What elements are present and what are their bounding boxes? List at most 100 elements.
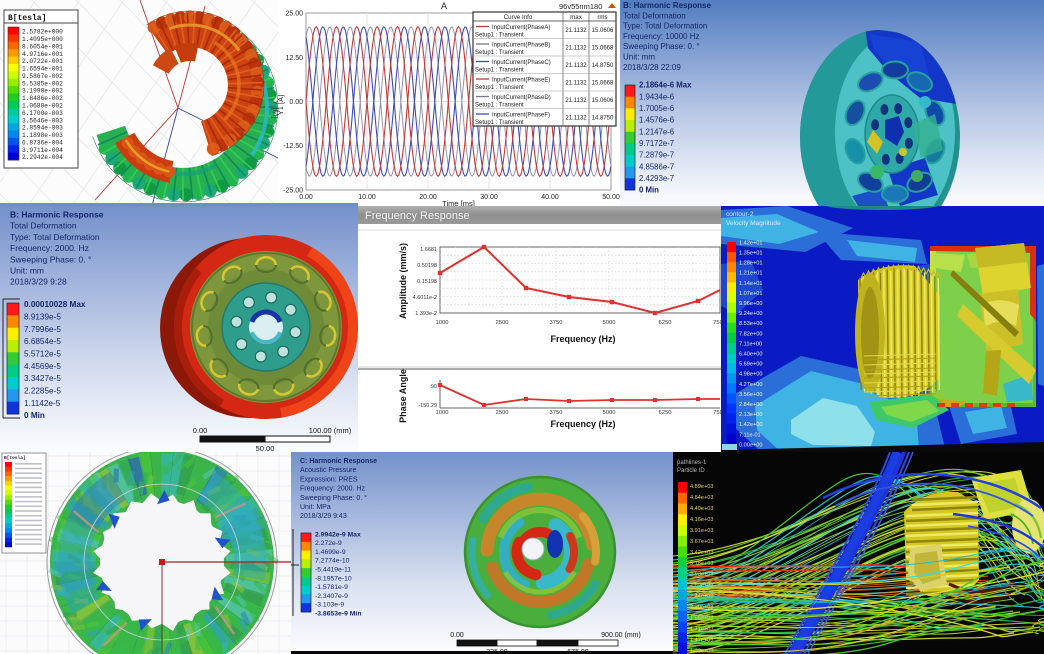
- svg-text:3.3427e-5: 3.3427e-5: [24, 374, 61, 383]
- svg-text:6250: 6250: [659, 320, 672, 326]
- svg-text:Setup1 : Transient: Setup1 : Transient: [475, 85, 524, 91]
- svg-text:contour-2: contour-2: [726, 211, 754, 218]
- svg-text:7.11e-01: 7.11e-01: [739, 432, 761, 438]
- svg-text:3750: 3750: [550, 320, 563, 326]
- svg-text:21.1132: 21.1132: [565, 63, 587, 69]
- svg-text:Particle ID: Particle ID: [677, 468, 705, 474]
- svg-text:1.47e+03: 1.47e+03: [690, 638, 714, 644]
- svg-text:2.93e+03: 2.93e+03: [690, 572, 714, 578]
- svg-text:0.15198: 0.15198: [417, 279, 437, 285]
- svg-text:max: max: [570, 14, 583, 21]
- svg-text:2018/3/29 9:43: 2018/3/29 9:43: [300, 513, 347, 520]
- svg-text:5000: 5000: [603, 320, 616, 326]
- svg-text:-5.4419e-11: -5.4419e-11: [315, 567, 351, 574]
- svg-text:5.5712e-5: 5.5712e-5: [24, 350, 61, 359]
- svg-text:Y1 [A]: Y1 [A]: [278, 95, 285, 115]
- svg-text:3.5646e-003: 3.5646e-003: [22, 117, 63, 124]
- svg-text:Frequency: 10000 Hz: Frequency: 10000 Hz: [623, 32, 700, 41]
- svg-text:2.2942e-004: 2.2942e-004: [22, 154, 63, 161]
- svg-text:1.22e+03: 1.22e+03: [690, 649, 714, 654]
- svg-text:2.13e+00: 2.13e+00: [739, 412, 763, 418]
- svg-text:1000: 1000: [436, 410, 449, 416]
- svg-text:0.00: 0.00: [193, 426, 208, 435]
- svg-text:Setup1 : Transient: Setup1 : Transient: [475, 33, 524, 39]
- svg-text:1.28e+01: 1.28e+01: [739, 261, 763, 267]
- svg-text:7.11e+00: 7.11e+00: [739, 341, 762, 347]
- svg-text:3.56e+00: 3.56e+00: [739, 392, 763, 398]
- svg-text:2.84e+00: 2.84e+00: [739, 402, 763, 408]
- svg-text:1.71e+03: 1.71e+03: [690, 627, 714, 633]
- svg-text:21.1132: 21.1132: [565, 46, 587, 52]
- svg-text:4.27e+00: 4.27e+00: [739, 382, 763, 388]
- svg-text:B: Harmonic Response: B: Harmonic Response: [10, 210, 104, 220]
- svg-text:15.0606: 15.0606: [592, 28, 614, 34]
- svg-text:C: Harmonic Response: C: Harmonic Response: [300, 458, 377, 465]
- svg-text:2500: 2500: [496, 320, 509, 326]
- svg-text:2.9942e-9 Max: 2.9942e-9 Max: [315, 531, 361, 538]
- svg-text:Curve Info: Curve Info: [504, 14, 533, 21]
- svg-text:15.0606: 15.0606: [592, 98, 614, 104]
- svg-text:6250: 6250: [659, 410, 672, 416]
- svg-text:15.0668: 15.0668: [592, 81, 614, 87]
- svg-text:14.8750: 14.8750: [592, 63, 614, 69]
- svg-text:Frequency: 2000. Hz: Frequency: 2000. Hz: [10, 243, 89, 253]
- svg-text:0.00: 0.00: [450, 632, 464, 639]
- svg-text:InputCurrent(PhaseC): InputCurrent(PhaseC): [492, 60, 551, 66]
- svg-text:rms: rms: [597, 14, 607, 21]
- svg-text:1.07e+01: 1.07e+01: [739, 291, 763, 297]
- svg-text:1000: 1000: [436, 320, 449, 326]
- svg-text:Setup1 : Transient: Setup1 : Transient: [475, 103, 524, 109]
- svg-text:30.00: 30.00: [480, 194, 498, 201]
- svg-text:9.5867e-002: 9.5867e-002: [22, 73, 63, 80]
- svg-text:Type: Total Deformation: Type: Total Deformation: [623, 22, 707, 31]
- svg-text:9.7172e-7: 9.7172e-7: [639, 139, 674, 148]
- svg-text:InputCurrent(PhaseB): InputCurrent(PhaseB): [492, 43, 550, 49]
- svg-text:pathlines-1: pathlines-1: [677, 460, 707, 466]
- svg-text:50.00: 50.00: [602, 194, 620, 201]
- svg-text:1.21e+01: 1.21e+01: [739, 271, 763, 277]
- svg-text:1.6594e-001: 1.6594e-001: [22, 66, 63, 73]
- svg-text:21.1132: 21.1132: [565, 81, 587, 87]
- svg-text:InputCurrent(PhaseE): InputCurrent(PhaseE): [492, 78, 550, 84]
- svg-text:4.9716e-001: 4.9716e-001: [22, 51, 63, 58]
- svg-text:Unit: mm: Unit: mm: [10, 266, 44, 276]
- svg-text:InputCurrent(PhaseA): InputCurrent(PhaseA): [492, 25, 550, 31]
- svg-text:1.1142e-5: 1.1142e-5: [24, 399, 61, 408]
- svg-text:6.8736e-004: 6.8736e-004: [22, 139, 63, 146]
- svg-text:7.2879e-7: 7.2879e-7: [639, 151, 674, 160]
- svg-text:2.0722e-001: 2.0722e-001: [22, 58, 63, 65]
- svg-text:Acoustic Pressure: Acoustic Pressure: [300, 467, 357, 474]
- svg-text:A: A: [441, 1, 447, 11]
- svg-text:7.82e+00: 7.82e+00: [739, 331, 763, 337]
- svg-text:100.00 (mm): 100.00 (mm): [309, 426, 352, 435]
- svg-text:2.20e+03: 2.20e+03: [690, 605, 714, 611]
- svg-text:5.69e+00: 5.69e+00: [739, 362, 763, 368]
- svg-text:1.42e+00: 1.42e+00: [739, 422, 763, 428]
- svg-text:Phase Angle: Phase Angle: [398, 369, 408, 423]
- svg-text:3.18e+03: 3.18e+03: [690, 561, 714, 567]
- svg-text:21.1132: 21.1132: [565, 98, 587, 104]
- svg-text:2.272e-9: 2.272e-9: [315, 540, 342, 547]
- svg-text:9.96e+00: 9.96e+00: [739, 301, 763, 307]
- svg-text:1.4095e+000: 1.4095e+000: [22, 36, 63, 43]
- svg-text:12.50: 12.50: [285, 55, 303, 62]
- svg-text:4.4569e-5: 4.4569e-5: [24, 362, 61, 371]
- svg-text:40.00: 40.00: [541, 194, 559, 201]
- svg-text:1.9434e-6: 1.9434e-6: [639, 92, 674, 101]
- svg-text:2.5782e+000: 2.5782e+000: [22, 29, 63, 36]
- svg-text:Type: Total Deformation: Type: Total Deformation: [10, 232, 100, 242]
- svg-text:2.69e+03: 2.69e+03: [690, 583, 714, 589]
- svg-text:Expression: PRES: Expression: PRES: [300, 476, 358, 483]
- svg-text:Sweeping Phase: 0. °: Sweeping Phase: 0. °: [10, 254, 91, 264]
- svg-text:750: 750: [713, 410, 721, 416]
- svg-text:2.8594e-003: 2.8594e-003: [22, 125, 63, 132]
- svg-text:5000: 5000: [603, 410, 616, 416]
- svg-text:InputCurrent(PhaseF): InputCurrent(PhaseF): [492, 113, 550, 119]
- svg-text:3750: 3750: [550, 410, 563, 416]
- svg-text:2.2285e-5: 2.2285e-5: [24, 387, 61, 396]
- svg-text:Y [M]: Y [M]: [271, 100, 278, 119]
- svg-text:Setup1 : Transient: Setup1 : Transient: [475, 50, 524, 56]
- svg-text:Unit: MPa: Unit: MPa: [300, 504, 331, 511]
- svg-text:20.00: 20.00: [419, 194, 437, 201]
- svg-text:-8.1957e-10: -8.1957e-10: [315, 575, 352, 582]
